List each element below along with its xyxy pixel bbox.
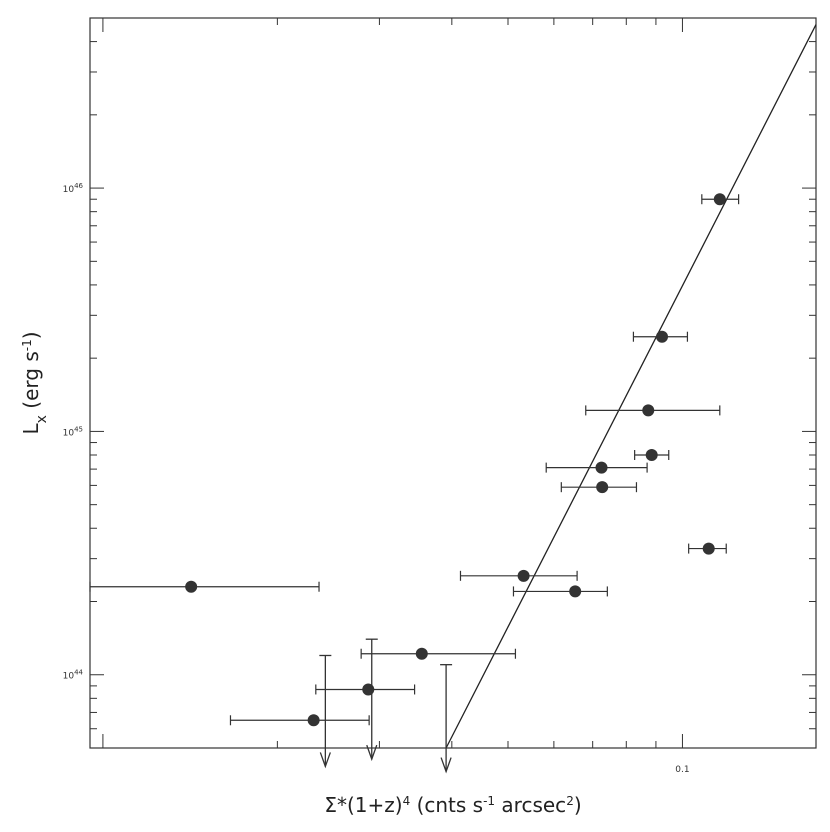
upper-limits-group — [319, 638, 453, 774]
data-point-group — [688, 542, 727, 555]
data-points-group — [89, 193, 740, 727]
data-point-group — [89, 580, 320, 593]
y-tick-label-exponent: 46 — [74, 182, 83, 190]
data-point-group — [512, 585, 608, 598]
upper-limit-arrow — [365, 638, 378, 762]
data-point-group — [545, 461, 648, 474]
data-point-group — [459, 569, 578, 582]
data-point-group — [360, 647, 517, 660]
y-tick-label-base: 10 — [63, 672, 75, 682]
upper-limit-arrowhead — [440, 757, 452, 774]
data-point-group — [229, 714, 370, 727]
upper-limit-arrow — [440, 664, 453, 774]
fit-line-group — [445, 24, 817, 749]
data-point-group — [634, 448, 670, 461]
y-tick-label-base: 10 — [63, 185, 75, 195]
x-tick-label: 0.1 — [675, 765, 689, 775]
axis-ticks — [90, 17, 816, 749]
x-axis-label: Σ*(1+z)4 (cnts s-1 arcsec2) — [324, 793, 581, 817]
y-tick-label-exponent: 45 — [74, 425, 83, 433]
data-point — [307, 714, 320, 727]
y-tick-label-base: 10 — [63, 428, 75, 438]
fit-line — [445, 24, 817, 749]
data-point — [645, 448, 658, 461]
data-point-group — [632, 330, 689, 343]
data-point — [415, 647, 428, 660]
data-point — [517, 569, 530, 582]
plot-frame — [89, 17, 817, 749]
y-tick-label: 1045 — [63, 425, 83, 438]
data-point — [185, 580, 198, 593]
data-point-group — [560, 481, 638, 494]
upper-limit-arrow — [319, 654, 332, 769]
x-tick-labels: 0.1 — [675, 765, 689, 775]
upper-limit-arrowhead — [366, 744, 378, 762]
y-axis-label: Lx (erg s-1) — [19, 331, 50, 434]
data-point-group — [585, 404, 721, 417]
data-point — [362, 683, 375, 696]
y-tick-label-exponent: 44 — [74, 669, 83, 677]
upper-limit-arrowhead — [319, 752, 331, 769]
data-point-group — [315, 683, 416, 696]
data-point — [596, 481, 609, 494]
data-point — [702, 542, 715, 555]
y-tick-label: 1046 — [63, 182, 84, 195]
data-point — [656, 330, 669, 343]
data-point — [642, 404, 655, 417]
data-point — [595, 461, 608, 474]
y-tick-label: 1044 — [63, 669, 84, 682]
data-point-group — [701, 193, 740, 206]
data-point — [569, 585, 582, 598]
data-point — [713, 193, 726, 206]
